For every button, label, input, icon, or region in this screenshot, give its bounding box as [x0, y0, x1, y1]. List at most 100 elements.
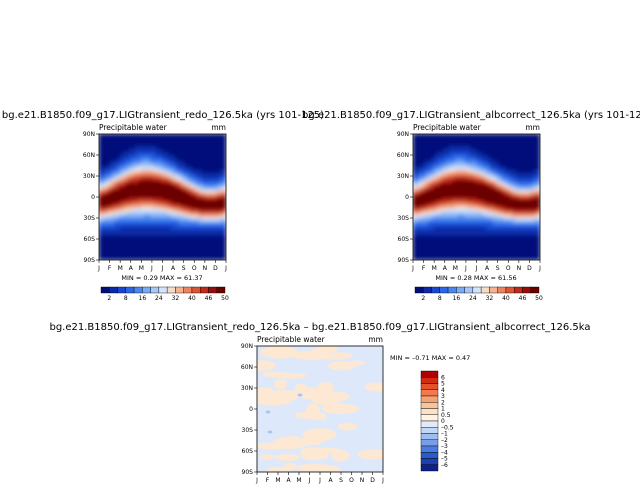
field-cell — [177, 172, 181, 177]
field-cell — [213, 160, 218, 165]
colorbar-box — [423, 286, 432, 294]
field-cell — [210, 241, 215, 246]
field-cell — [479, 142, 483, 147]
field-cell — [150, 208, 154, 213]
field-cell — [418, 178, 423, 183]
field-cell — [500, 163, 505, 168]
field-cell — [470, 241, 474, 246]
field-cell — [536, 154, 540, 159]
field-cell — [452, 139, 456, 144]
field-cell — [198, 208, 203, 213]
field-cell — [177, 256, 181, 260]
field-cell — [536, 199, 540, 204]
field-cell — [494, 145, 498, 150]
field-cell — [156, 178, 160, 183]
field-cell — [147, 241, 151, 246]
field-cell — [150, 256, 154, 260]
field-cell — [500, 160, 505, 165]
field-cell — [113, 256, 118, 260]
field-cell — [424, 148, 429, 153]
positive-anomaly — [306, 447, 343, 454]
field-cell — [524, 160, 529, 165]
field-cell — [500, 157, 505, 162]
field-cell — [144, 196, 148, 201]
field-cell — [461, 154, 465, 159]
field-cell — [131, 232, 136, 237]
field-cell — [213, 175, 218, 180]
field-cell — [421, 134, 426, 138]
colorbar-label: 6 — [441, 374, 445, 381]
field-cell — [467, 136, 471, 141]
field-cell — [125, 181, 130, 186]
field-cell — [415, 157, 420, 162]
field-cell — [424, 208, 429, 213]
field-cell — [216, 148, 221, 153]
field-cell — [527, 148, 532, 153]
field-cell — [171, 226, 175, 231]
field-cell — [180, 142, 184, 147]
field-cell — [192, 199, 197, 204]
field-cell — [183, 199, 187, 204]
colorbar-label: 46 — [205, 295, 213, 302]
field-cell — [506, 187, 511, 192]
field-cell — [119, 166, 124, 171]
field-cell — [219, 220, 224, 225]
field-cell — [455, 247, 459, 252]
field-cell — [219, 190, 224, 195]
field-cell — [421, 172, 426, 177]
field-cell — [476, 181, 480, 186]
field-cell — [104, 244, 109, 249]
field-cell — [104, 160, 109, 165]
field-cell — [488, 241, 492, 246]
field-cell — [482, 163, 486, 168]
field-cell — [452, 241, 456, 246]
field-cell — [497, 160, 501, 165]
field-cell — [488, 166, 492, 171]
field-cell — [488, 163, 492, 168]
field-cell — [427, 208, 432, 213]
field-cell — [515, 163, 520, 168]
field-cell — [195, 247, 200, 252]
field-cell — [445, 134, 450, 138]
field-cell — [141, 247, 145, 252]
field-cell — [144, 187, 148, 192]
field-cell — [201, 238, 206, 243]
panel-1-title: bg.e21.B1850.f09_g17.LIGtransient_redo_1… — [2, 110, 324, 121]
field-cell — [110, 169, 115, 174]
field-cell — [455, 145, 459, 150]
field-cell — [436, 163, 441, 168]
field-cell — [131, 139, 136, 144]
field-cell — [497, 253, 501, 258]
field-cell — [101, 160, 106, 165]
x-tick-label: M — [275, 477, 280, 484]
field-cell — [482, 223, 486, 228]
field-cell — [470, 247, 474, 252]
field-cell — [470, 187, 474, 192]
field-cell — [107, 247, 112, 252]
field-cell — [445, 226, 450, 231]
field-cell — [455, 163, 459, 168]
field-cell — [439, 247, 444, 252]
field-cell — [485, 226, 489, 231]
field-cell — [110, 139, 115, 144]
field-cell — [131, 214, 136, 219]
field-cell — [156, 202, 160, 207]
field-cell — [177, 205, 181, 210]
field-cell — [156, 199, 160, 204]
field-cell — [482, 229, 486, 234]
field-cell — [418, 244, 423, 249]
field-cell — [506, 160, 511, 165]
field-cell — [192, 139, 197, 144]
field-cell — [536, 172, 540, 177]
field-cell — [506, 157, 511, 162]
field-cell — [198, 247, 203, 252]
field-cell — [147, 160, 151, 165]
field-cell — [210, 134, 215, 138]
field-cell — [162, 235, 166, 240]
field-cell — [153, 139, 157, 144]
field-cell — [433, 190, 438, 195]
field-cell — [110, 238, 115, 243]
field-cell — [439, 187, 444, 192]
field-cell — [147, 145, 151, 150]
field-cell — [497, 199, 501, 204]
